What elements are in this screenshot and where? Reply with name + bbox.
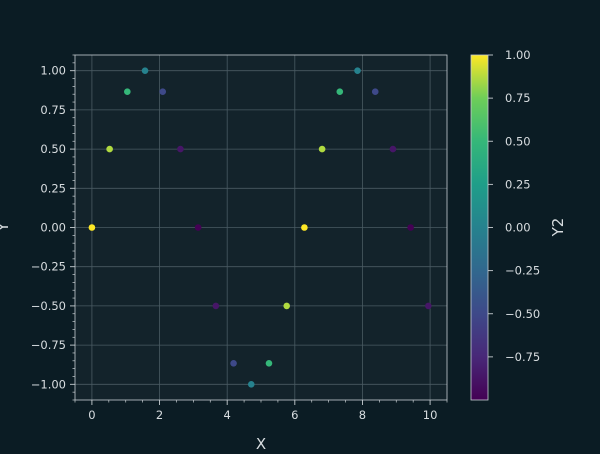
colorbar: −0.75 −0.50 −0.25 0.00 0.25 0.50 0.75 1.00 <box>470 48 540 401</box>
y-tick-label: 0.25 <box>40 181 66 195</box>
y-tick-label: 0.00 <box>40 221 66 235</box>
data-point <box>212 302 220 310</box>
data-point <box>371 88 379 95</box>
x-tick-label: 2 <box>156 408 163 422</box>
data-point <box>194 224 202 231</box>
colorbar-tick-label: 0.25 <box>505 177 531 191</box>
data-point <box>230 360 237 367</box>
x-tick-label: 10 <box>423 408 438 422</box>
y-tick-label: −0.50 <box>31 299 66 313</box>
data-point <box>124 88 131 95</box>
data-point <box>425 302 432 310</box>
y-tick-label: 0.50 <box>40 142 66 156</box>
x-axis-label: X <box>256 435 266 450</box>
data-point <box>247 381 255 388</box>
colorbar-tick-label: 0.50 <box>505 134 531 148</box>
x-tick-label: 4 <box>224 408 231 422</box>
data-point <box>265 360 273 367</box>
data-point <box>389 145 397 153</box>
y-tick-label: 0.75 <box>40 103 66 117</box>
data-point <box>301 224 308 231</box>
y-axis-label: Y <box>0 222 12 233</box>
x-tick-label: 8 <box>359 408 366 422</box>
axes: 0 2 4 6 8 10 −1.00 −0.75 −0.50 −0.25 0.00 0.25 0.50 0… <box>31 54 448 422</box>
colorbar-tick-label: −0.50 <box>505 307 540 321</box>
data-point <box>354 67 361 74</box>
y-tick-label: −0.25 <box>31 260 66 274</box>
y-tick-label: −1.00 <box>31 377 66 391</box>
data-points <box>88 67 432 388</box>
colorbar-tick-label: 0.00 <box>505 221 531 235</box>
data-point <box>88 224 96 231</box>
data-point <box>407 224 414 231</box>
colorbar-tick-label: 0.75 <box>505 91 531 105</box>
data-point <box>336 88 344 95</box>
colorbar-tick-label: −0.75 <box>505 350 540 364</box>
data-point <box>159 88 167 95</box>
grid-lines <box>75 55 447 400</box>
y-tick-label: −0.75 <box>31 338 66 352</box>
data-point <box>141 67 149 74</box>
data-point <box>283 302 291 310</box>
x-tick-label: 0 <box>88 408 95 422</box>
colorbar-tick-label: 1.00 <box>505 48 531 62</box>
x-tick-label: 6 <box>291 408 298 422</box>
data-point <box>318 145 326 153</box>
data-point <box>106 145 113 153</box>
colorbar-label: Y2 <box>549 218 567 238</box>
y-tick-label: 1.00 <box>40 64 66 78</box>
data-point <box>177 145 184 153</box>
colorbar-gradient <box>471 55 488 400</box>
colorbar-tick-label: −0.25 <box>505 264 540 278</box>
